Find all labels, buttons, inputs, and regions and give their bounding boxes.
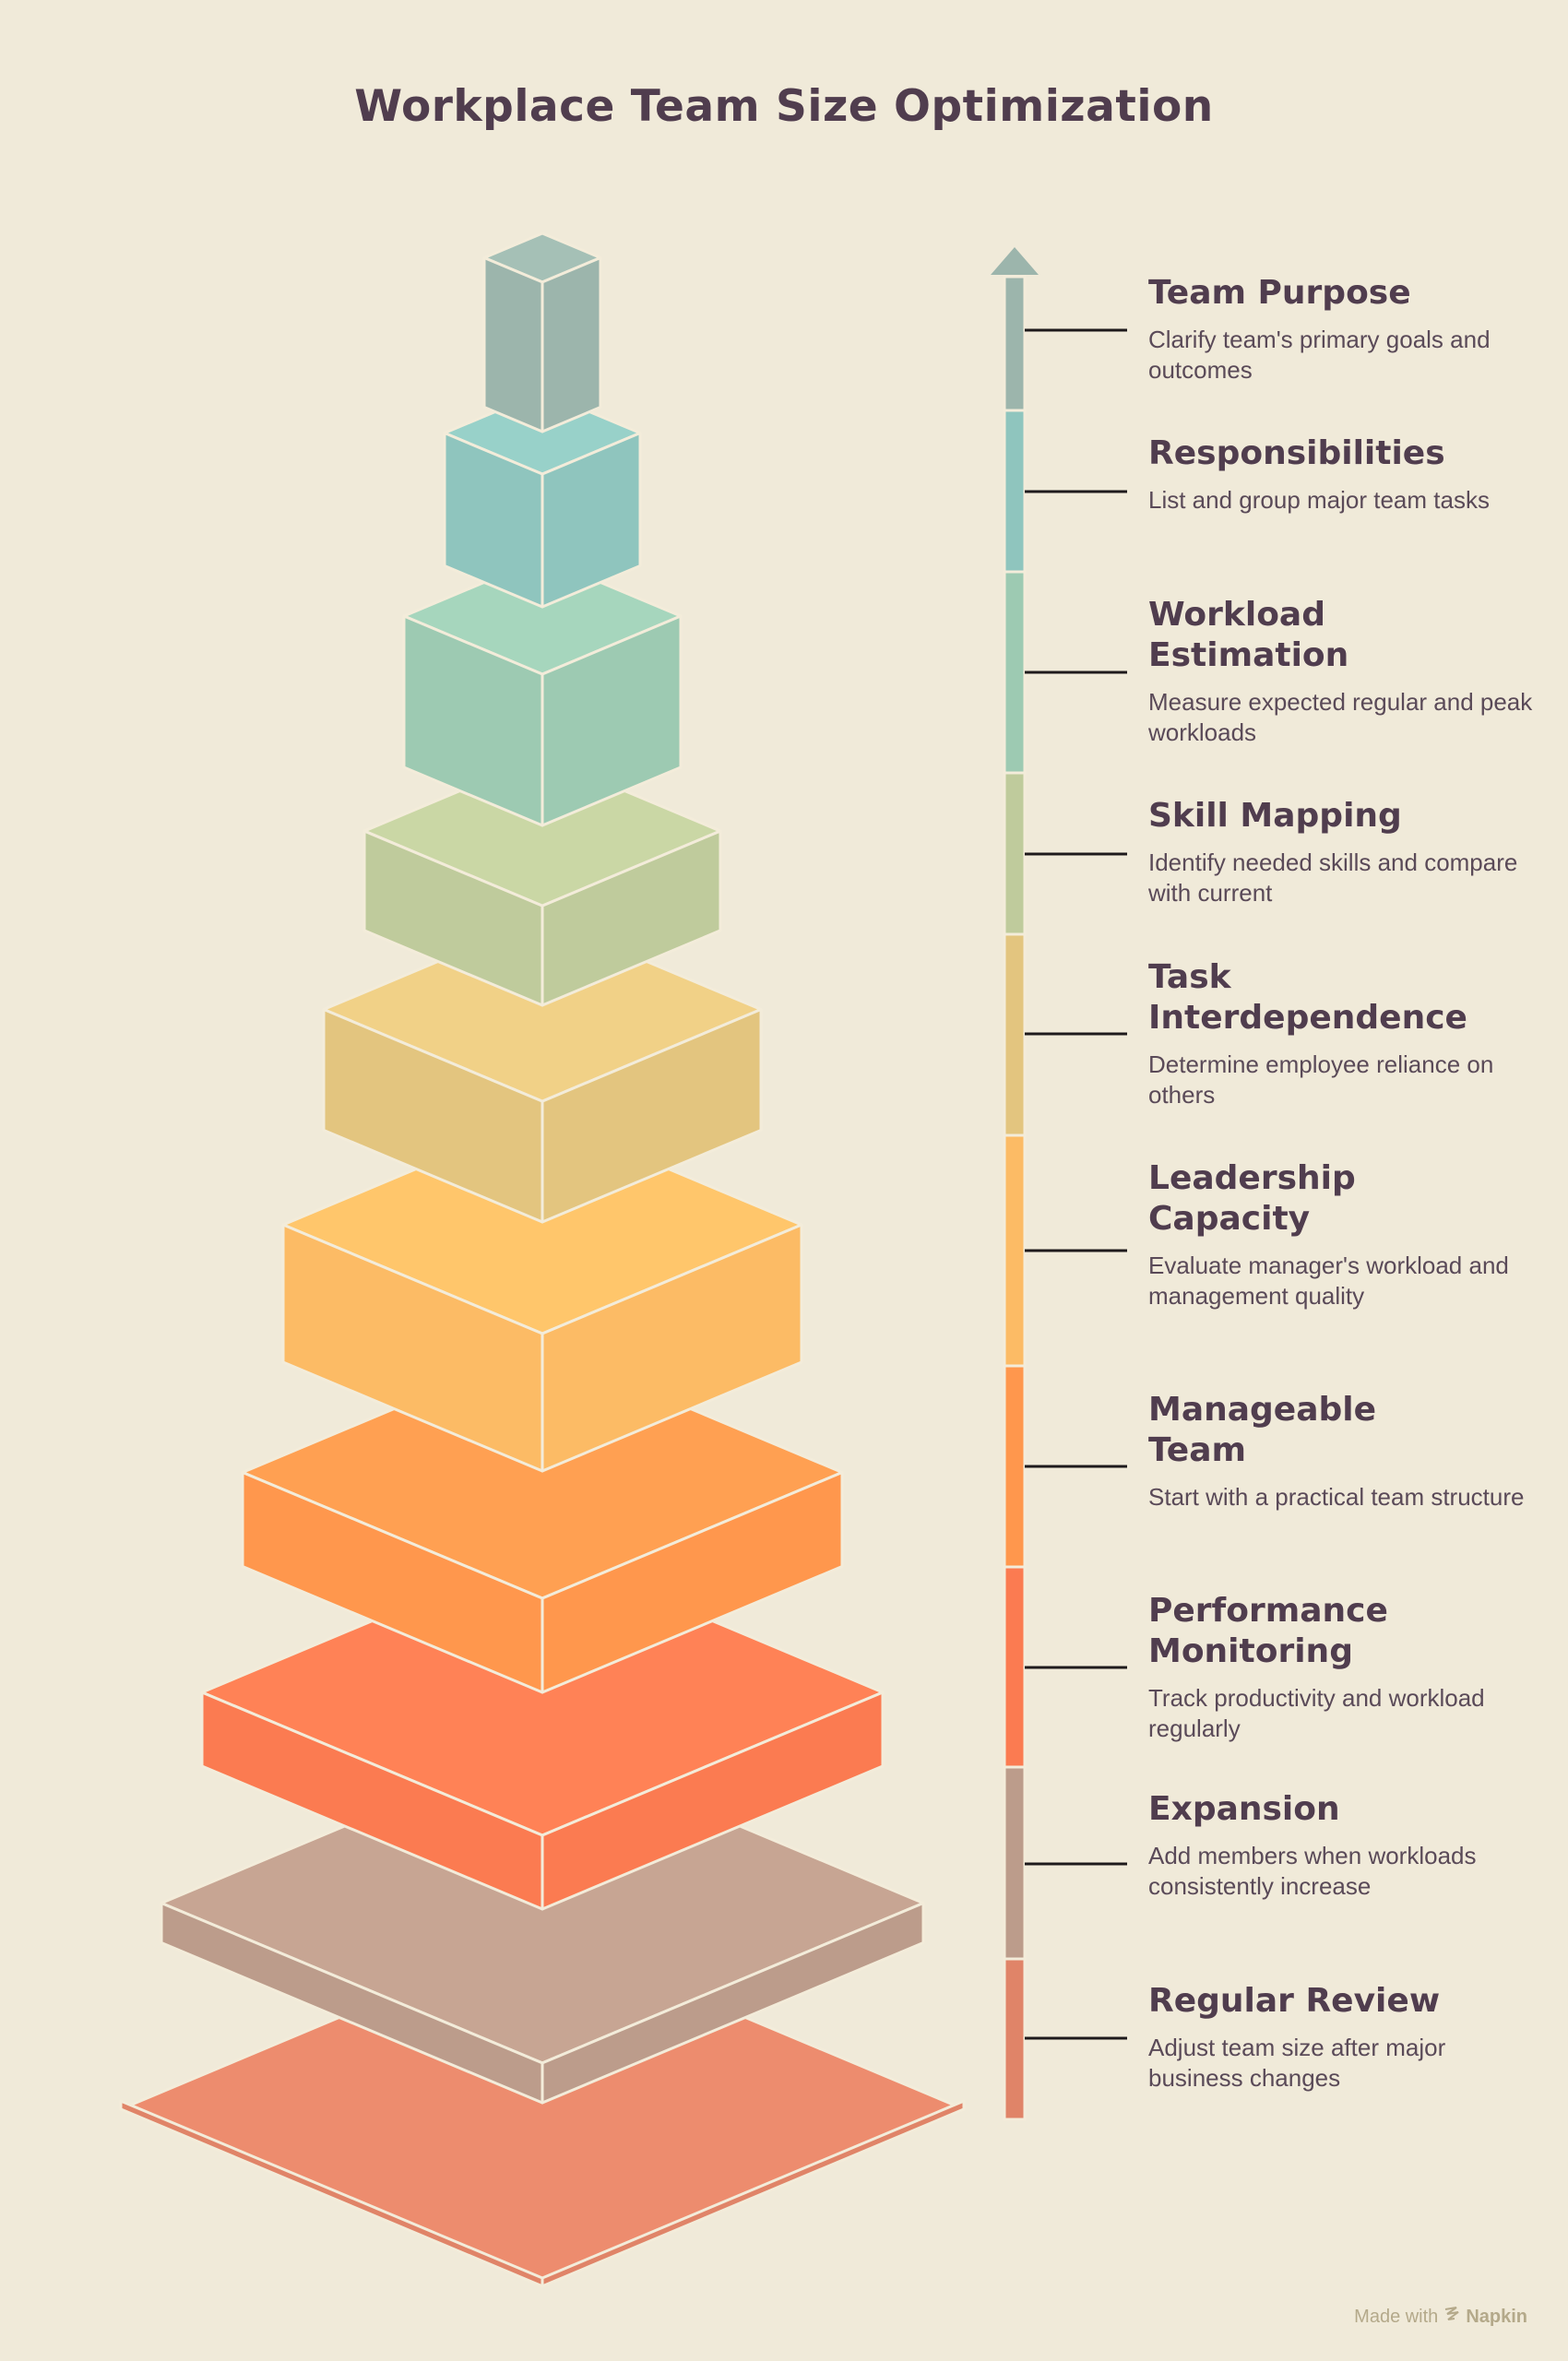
level-item: Task Interdependence Determine employee r…	[1148, 957, 1536, 1110]
scale-segment	[1003, 1957, 1027, 2121]
leader-lines	[1025, 328, 1127, 2040]
scale-segment	[1003, 1565, 1027, 1769]
scale-segment	[1003, 1765, 1027, 1961]
level-title: Manageable Team	[1148, 1391, 1377, 1469]
made-with-text: Made with	[1354, 2306, 1439, 2327]
vertical-scale-arrow	[991, 247, 1039, 2121]
scale-segment	[1003, 570, 1027, 775]
level-title: Team Purpose	[1148, 274, 1411, 312]
level-item: Performance Monitoring Track productivity…	[1148, 1591, 1536, 1744]
level-description: List and group major team tasks	[1148, 486, 1490, 514]
pyramid-block	[482, 231, 602, 433]
level-title: Workload Estimation	[1148, 596, 1349, 674]
napkin-brand: Napkin	[1466, 2306, 1527, 2327]
level-description: Measure expected regular and peak worklo…	[1148, 688, 1533, 746]
block-right-face	[540, 1691, 885, 1911]
level-item: Workload Estimation Measure expected regu…	[1148, 595, 1536, 748]
level-item: Manageable Team Start with a practical te…	[1148, 1390, 1536, 1513]
pyramid-blocks	[119, 231, 966, 2288]
block-right-face	[540, 432, 642, 609]
level-title: Regular Review	[1148, 1982, 1441, 2020]
napkin-logo-icon	[1443, 2306, 1460, 2328]
level-item: Regular Review Adjust team size after maj…	[1148, 1981, 1536, 2094]
block-right-face	[540, 2099, 966, 2288]
pyramid-block	[281, 1114, 803, 1473]
block-right-face	[540, 1901, 925, 2105]
level-title: Skill Mapping	[1148, 797, 1402, 835]
pyramid-block	[402, 556, 683, 827]
level-description: Start with a practical team structure	[1148, 1483, 1525, 1511]
scale-segment	[1003, 1364, 1027, 1569]
block-right-face	[540, 614, 683, 827]
level-description: Add members when workloads consistently …	[1148, 1842, 1477, 1900]
level-title: Responsibilities	[1148, 434, 1445, 472]
level-title: Performance Monitoring	[1148, 1592, 1388, 1670]
scale-segment	[1003, 771, 1027, 936]
level-description: Clarify team's primary goals and outcome…	[1148, 326, 1491, 384]
level-item: Expansion Add members when workloads cons…	[1148, 1789, 1536, 1902]
page-title: Workplace Team Size Optimization	[354, 81, 1214, 132]
block-right-face	[540, 1008, 763, 1224]
footer-credit: Made with Napkin	[1354, 2306, 1527, 2328]
level-item: Skill Mapping Identify needed skills and …	[1148, 796, 1536, 908]
level-title: Expansion	[1148, 1790, 1340, 1828]
block-right-face	[540, 1223, 803, 1473]
block-right-face	[540, 829, 722, 1007]
block-right-face	[540, 255, 602, 433]
level-description: Evaluate manager's workload and manageme…	[1148, 1252, 1509, 1310]
level-item: Team Purpose Clarify team's primary goals…	[1148, 273, 1536, 386]
block-left-face	[482, 255, 544, 433]
pyramid-block	[119, 1930, 966, 2288]
block-right-face	[540, 1471, 844, 1694]
pyramid-block	[362, 754, 722, 1007]
level-description: Track productivity and workload regularl…	[1148, 1684, 1485, 1742]
level-description: Adjust team size after major business ch…	[1148, 2034, 1446, 2092]
arrow-head-icon	[991, 247, 1039, 275]
pyramid-block	[322, 916, 763, 1224]
level-item: Leadership Capacity Evaluate manager's wo…	[1148, 1158, 1536, 1311]
level-description: Identify needed skills and compare with …	[1148, 848, 1518, 907]
level-item: Responsibilities List and group major tea…	[1148, 433, 1536, 516]
level-title: Leadership Capacity	[1148, 1159, 1356, 1238]
level-description: Determine employee reliance on others	[1148, 1050, 1494, 1109]
scale-segment	[1003, 1133, 1027, 1368]
level-title: Task Interdependence	[1148, 958, 1467, 1037]
scale-segment	[1003, 275, 1027, 412]
scale-segment	[1003, 409, 1027, 574]
scale-segment	[1003, 932, 1027, 1137]
